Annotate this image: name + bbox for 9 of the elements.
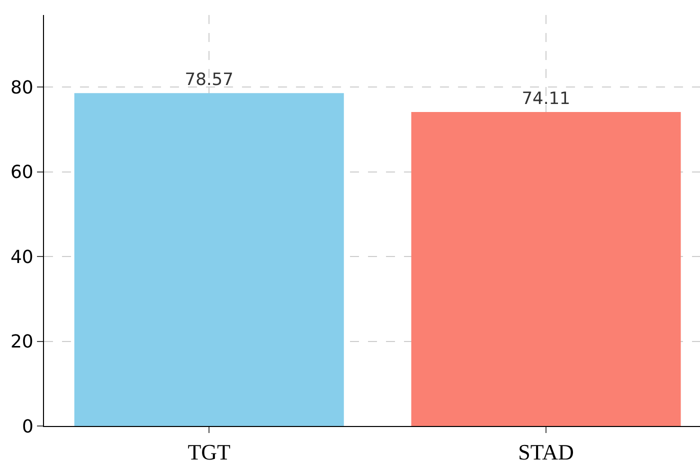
data-label: 74.11 xyxy=(522,88,570,109)
x-tick-label: TGT xyxy=(188,439,232,464)
y-tick-label: 0 xyxy=(22,416,34,438)
y-tick-label: 80 xyxy=(10,77,34,98)
x-tick-label: STAD xyxy=(518,439,574,464)
data-label: 78.57 xyxy=(184,70,234,90)
y-tick-label: 60 xyxy=(10,162,34,184)
y-tick-label: 20 xyxy=(10,332,34,353)
y-tick-label: 40 xyxy=(10,246,34,268)
